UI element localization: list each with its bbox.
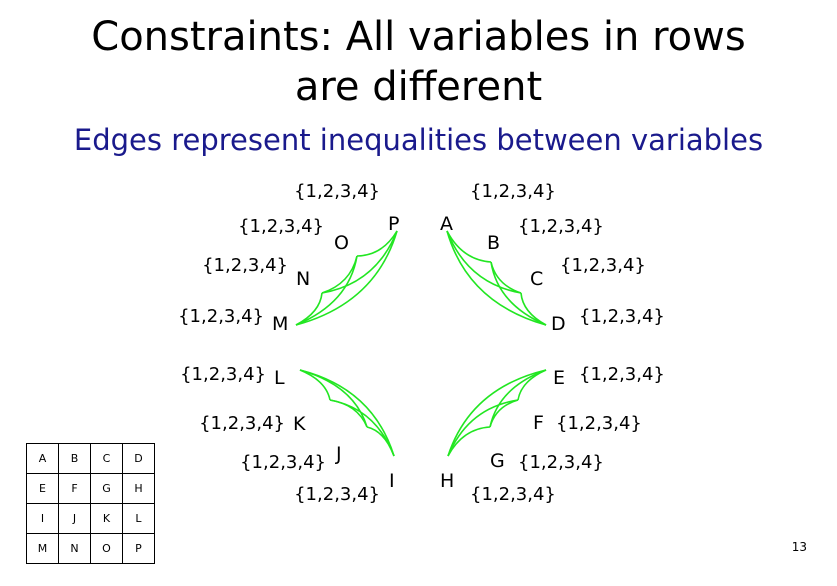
domain-label-p: {1,2,3,4} [294,181,380,202]
slide-title: Constraints: All variables in rows are d… [0,12,837,112]
grid-cell-p: P [122,533,155,564]
edge-e-h [447,369,547,457]
domain-label-f: {1,2,3,4} [556,413,642,434]
node-label-o: O [334,232,349,254]
domain-label-e: {1,2,3,4} [579,364,665,385]
edge-n-o [321,255,358,294]
edge-b-d [490,261,547,326]
node-label-f: F [533,412,544,434]
domain-label-j: {1,2,3,4} [240,452,326,473]
edge-j-l [299,369,368,428]
node-label-k: K [293,413,306,435]
grid-cell-g: G [90,473,123,504]
grid-cell-b: B [58,443,91,474]
node-label-e: E [553,367,565,389]
domain-label-c: {1,2,3,4} [560,255,646,276]
title-line-2: are different [294,64,543,110]
node-label-n: N [296,268,310,290]
node-label-i: I [389,470,395,492]
domain-label-l: {1,2,3,4} [180,364,266,385]
grid-cell-h: H [122,473,155,504]
domain-label-k: {1,2,3,4} [199,413,285,434]
grid-cell-f: F [58,473,91,504]
edge-i-l [299,369,395,457]
grid-cell-d: D [122,443,155,474]
edge-k-l [299,369,331,401]
node-label-g: G [490,450,505,472]
edge-a-c [446,230,522,294]
grid-cell-c: C [90,443,123,474]
edge-m-p [295,230,398,326]
node-label-b: B [487,232,500,254]
grid-cell-o: O [90,533,123,564]
node-label-p: P [388,213,399,235]
edge-n-p [321,230,398,294]
edge-g-h [447,426,491,457]
domain-label-b: {1,2,3,4} [518,216,604,237]
domain-label-m: {1,2,3,4} [178,306,264,327]
grid-cell-i: I [26,503,59,534]
grid-cell-e: E [26,473,59,504]
domain-label-i: {1,2,3,4} [294,484,380,505]
grid-cell-k: K [90,503,123,534]
slide-subtitle: Edges represent inequalities between var… [73,123,764,157]
node-label-m: M [272,313,288,335]
node-label-a: A [440,213,453,235]
edge-c-d [520,292,547,326]
grid-cell-j: J [58,503,91,534]
title-line-1: Constraints: All variables in rows [91,14,746,60]
edge-m-o [295,255,358,326]
page-number: 13 [791,540,807,554]
domain-label-g: {1,2,3,4} [518,452,604,473]
node-label-c: C [530,268,543,290]
node-label-h: H [440,470,454,492]
grid-cell-a: A [26,443,59,474]
edge-f-h [447,399,519,457]
edge-a-d [446,230,547,326]
edge-o-p [356,230,398,257]
node-label-d: D [551,313,566,335]
domain-label-a: {1,2,3,4} [470,181,556,202]
node-label-l: L [274,367,285,389]
grid-cell-l: L [122,503,155,534]
node-label-j: J [335,443,342,465]
domain-label-d: {1,2,3,4} [579,306,665,327]
grid-cell-m: M [26,533,59,564]
domain-label-h: {1,2,3,4} [470,484,556,505]
domain-label-n: {1,2,3,4} [202,255,288,276]
domain-label-o: {1,2,3,4} [238,216,324,237]
grid-cell-n: N [58,533,91,564]
